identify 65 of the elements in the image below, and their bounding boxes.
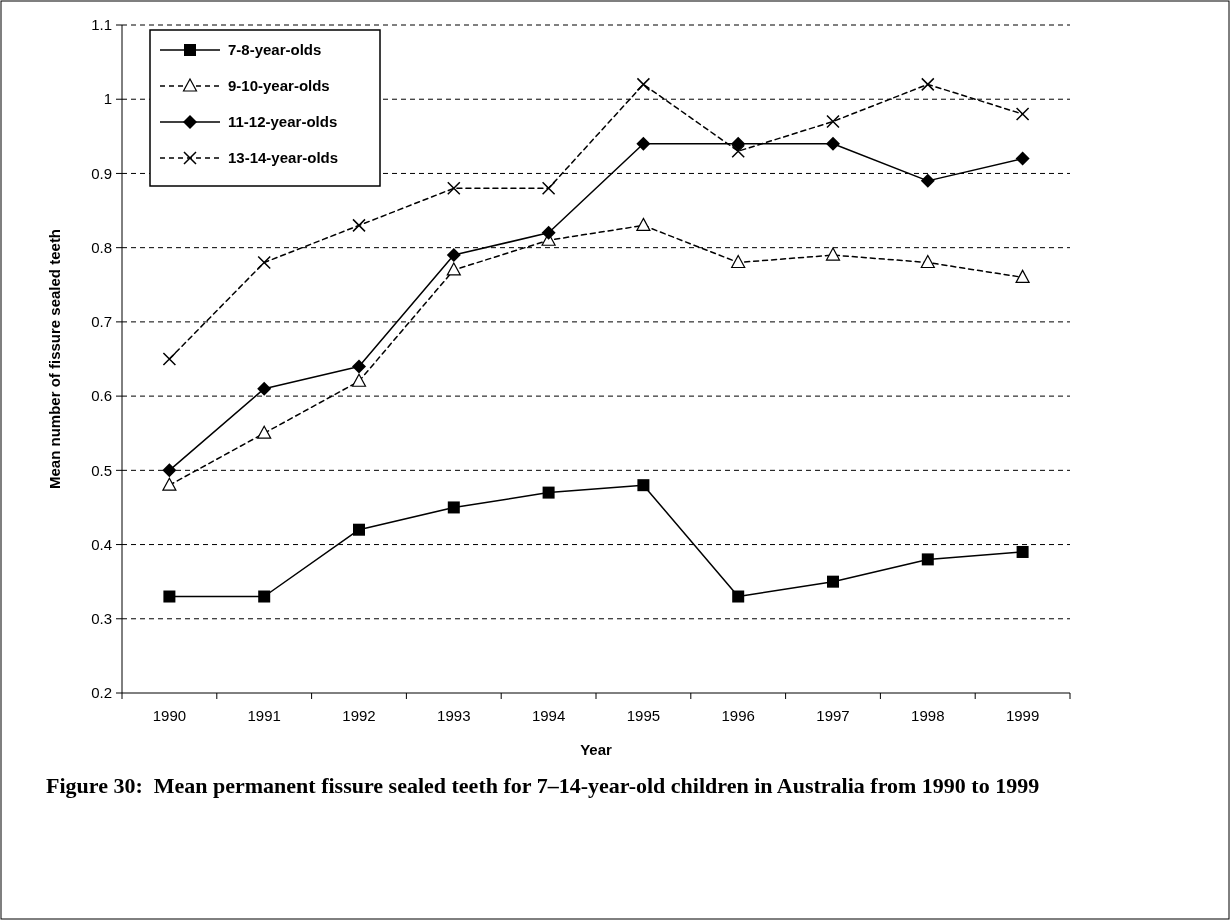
x-tick-label: 1996	[721, 707, 755, 724]
point	[257, 425, 272, 439]
x-tick-label: 1990	[152, 707, 187, 724]
y-tick-label: 0.2	[91, 684, 112, 702]
point	[1016, 545, 1029, 558]
y-axis-title: Mean number of fissure sealed teeth	[46, 228, 63, 490]
point	[731, 254, 746, 269]
x-tick-label: 1991	[247, 707, 281, 724]
y-tick-label: 0.7	[91, 313, 112, 331]
x-axis-title: Year	[580, 741, 613, 758]
point	[826, 136, 840, 151]
point	[637, 479, 650, 492]
point	[636, 217, 651, 231]
point	[826, 114, 840, 129]
point	[447, 181, 461, 196]
point	[827, 575, 839, 588]
point	[257, 381, 272, 396]
point	[920, 173, 935, 188]
point	[257, 255, 271, 270]
point	[921, 77, 935, 92]
legend-label: 13-14-year-olds	[228, 149, 339, 167]
y-tick-label: 1	[103, 90, 112, 108]
legend-label: 9-10-year-olds	[228, 77, 330, 95]
y-tick-label: 0.3	[91, 610, 112, 628]
point	[162, 463, 177, 478]
point	[731, 144, 745, 158]
point	[636, 136, 651, 151]
point	[541, 225, 556, 240]
point	[1015, 107, 1030, 121]
point	[1015, 151, 1030, 166]
point	[825, 247, 841, 261]
point	[1015, 269, 1030, 283]
x-tick-label: 1995	[626, 707, 661, 724]
point	[353, 523, 365, 536]
point	[542, 486, 555, 499]
point	[921, 553, 934, 566]
point	[351, 373, 367, 387]
x-tick-label: 1999	[1005, 707, 1040, 724]
point	[258, 590, 271, 603]
point	[636, 77, 651, 92]
y-tick-label: 0.6	[91, 387, 112, 405]
point	[447, 501, 460, 514]
y-tick-label: 0.9	[91, 164, 112, 182]
caption: Figure 30: Mean permanent fissure sealed teeth for 7–14-year-old children in Australia from 1990 to 1999	[46, 772, 1041, 800]
y-tick-label: 1.1	[91, 16, 112, 34]
legend-label: 7-8-year-olds	[228, 41, 322, 59]
point	[446, 262, 461, 276]
point	[446, 248, 461, 263]
y-tick-label: 0.8	[91, 238, 112, 256]
point	[352, 359, 366, 374]
x-tick-label: 1994	[531, 707, 566, 724]
y-tick-label: 0.5	[91, 461, 112, 479]
y-tick-label: 0.4	[91, 535, 112, 553]
point	[163, 590, 176, 603]
point	[352, 218, 366, 233]
point	[541, 181, 556, 196]
x-tick-label: 1992	[342, 707, 376, 724]
point	[162, 352, 177, 366]
point	[162, 477, 177, 491]
x-tick-label: 1993	[437, 707, 471, 724]
point	[920, 254, 935, 269]
x-tick-label: 1997	[816, 707, 850, 724]
x-tick-label: 1998	[911, 707, 945, 724]
point	[732, 590, 745, 603]
legend-label: 11-12-year-olds	[228, 113, 338, 131]
